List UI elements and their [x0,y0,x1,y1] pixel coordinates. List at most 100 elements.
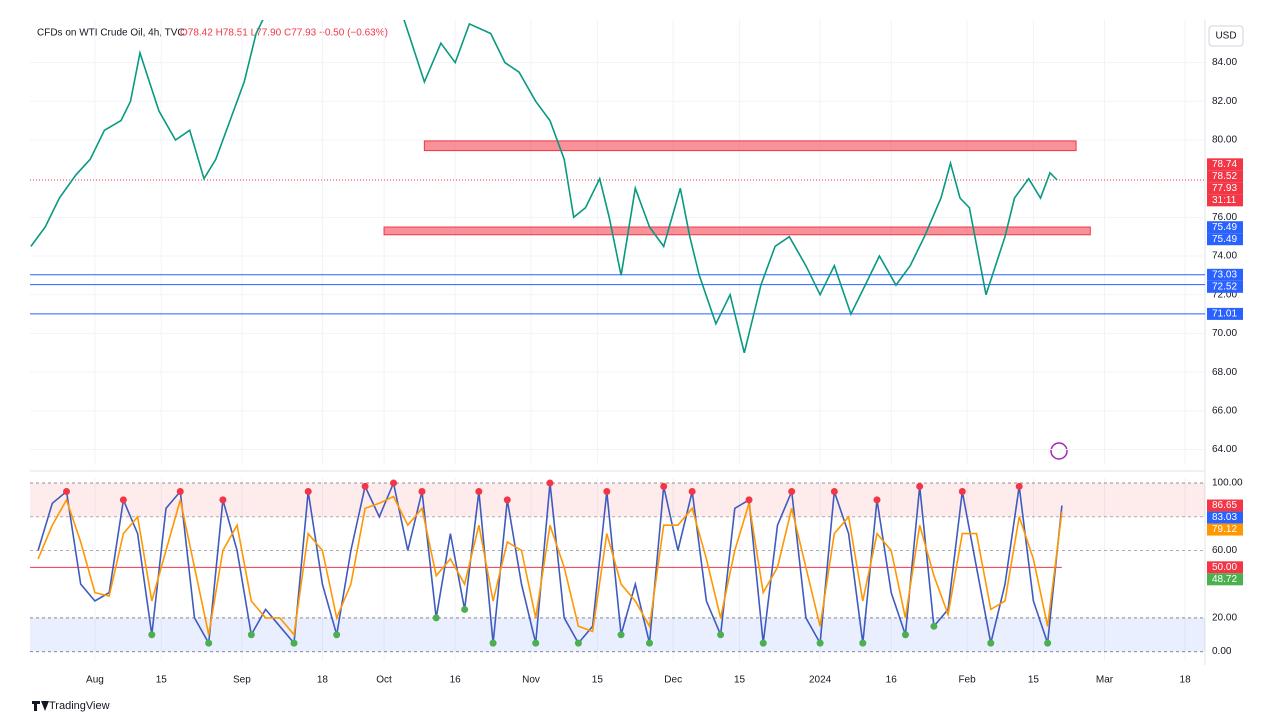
price-label-box [1207,307,1243,320]
x-tick-label: 2024 [809,675,832,686]
trough-dot [859,639,867,647]
y-tick-label: 20.00 [1212,613,1237,624]
peak-dot [745,496,753,504]
alert-icon[interactable] [1050,442,1068,460]
price-label: 78.52 [1212,171,1237,182]
price-label: 86.65 [1212,500,1237,511]
y-tick-label: 66.00 [1212,405,1237,416]
countdown: 31:11 [1212,195,1237,206]
y-tick-label: 74.00 [1212,251,1237,262]
series-line [37,495,1063,637]
x-tick-label: 15 [592,675,604,686]
trough-dot [461,605,469,613]
currency-box[interactable] [1208,25,1244,47]
axes: Aug 15 Sep 18 Oct 16 Nov 15 Dec 15 2024 16 Feb 15 Mar 1… [86,57,1243,685]
trough-dot [930,622,938,630]
price-label: 71.01 [1212,309,1237,320]
price-label-box [1207,511,1243,524]
trough-dot [987,639,995,647]
x-tick-label: Sep [233,675,251,686]
currency: USD [1215,31,1236,42]
x-tick-label: Nov [522,675,540,686]
trough-dot [1044,639,1052,647]
zone [423,140,1077,152]
trough-dot [333,631,341,639]
price-label: 72.52 [1212,281,1237,292]
x-tick-label: 15 [1028,675,1040,686]
x-tick-label: Aug [86,675,104,686]
trough-dot [205,639,213,647]
price-label-box [1207,499,1243,512]
x-tick-label: 16 [450,675,462,686]
y-tick-label: 60.00 [1212,545,1237,556]
band [30,617,1205,652]
price-label-box [1207,221,1243,234]
price-label: 48.72 [1212,574,1237,585]
zone [383,226,1091,236]
x-tick-label: Feb [958,675,976,686]
x-tick-label: 15 [734,675,746,686]
y-tick-label: 82.00 [1212,96,1237,107]
x-tick-label: 18 [317,675,329,686]
ohlc-legend: O78.42 H78.51 L77.90 C77.93 −0.50 (−0.63… [180,28,388,39]
price-label-box [1207,233,1243,246]
price-label: 73.03 [1212,269,1237,280]
y-tick-label: 84.00 [1212,57,1237,68]
price-label-box [1207,280,1243,293]
peak-dot [958,487,966,495]
trough-dot [645,639,653,647]
x-tick-label: Oct [376,675,392,686]
band [30,483,1205,517]
peak-dot [830,487,838,495]
y-tick-label: 0.00 [1212,646,1232,657]
price-label: 50.00 [1212,562,1237,573]
peak-dot [546,479,554,487]
trough-dot [816,639,824,647]
peak-dot [788,487,796,495]
x-tick-label: Dec [664,675,682,686]
x-tick-label: 18 [1180,675,1192,686]
price-label-box [1207,523,1243,536]
price-label-box [1207,573,1243,586]
x-tick-label: 16 [886,675,898,686]
trough-dot [574,639,582,647]
price-label-box [1207,561,1243,574]
trough-dot [759,639,767,647]
branding: TradingView [49,700,110,712]
peak-dot [62,487,70,495]
peak-dot [119,496,127,504]
peak-dot [603,487,611,495]
price-label: 79.12 [1212,524,1237,535]
price-label-box [1207,170,1243,183]
y-tick-label: 80.00 [1212,135,1237,146]
peak-dot [688,487,696,495]
y-tick-label: 70.00 [1212,328,1237,339]
trough-dot [148,631,156,639]
logo [32,701,49,711]
price-label: 75.49 [1212,222,1237,233]
trough-dot [532,639,540,647]
oscillator-pane [30,478,1205,660]
series-line [30,20,1058,353]
price-label-box [1207,158,1243,171]
peak-dot [361,482,369,490]
y-tick-label: 100.00 [1212,478,1243,489]
x-tick-label: 15 [156,675,168,686]
y-tick-label: 72.00 [1212,289,1237,300]
y-tick-label: 76.00 [1212,212,1237,223]
chart-title: CFDs on WTI Crude Oil, 4h, TVC [37,28,185,39]
peak-dot [219,496,227,504]
peak-dot [1015,482,1023,490]
y-tick-label: 68.00 [1212,367,1237,378]
price-label-box [1207,182,1243,195]
peak-dot [390,479,398,487]
peak-dot [176,487,184,495]
peak-dot [304,487,312,495]
peak-dot [475,487,483,495]
peak-dot [660,482,668,490]
price-pane [30,20,1205,465]
peak-dot [916,482,924,490]
trough-dot [432,614,440,622]
